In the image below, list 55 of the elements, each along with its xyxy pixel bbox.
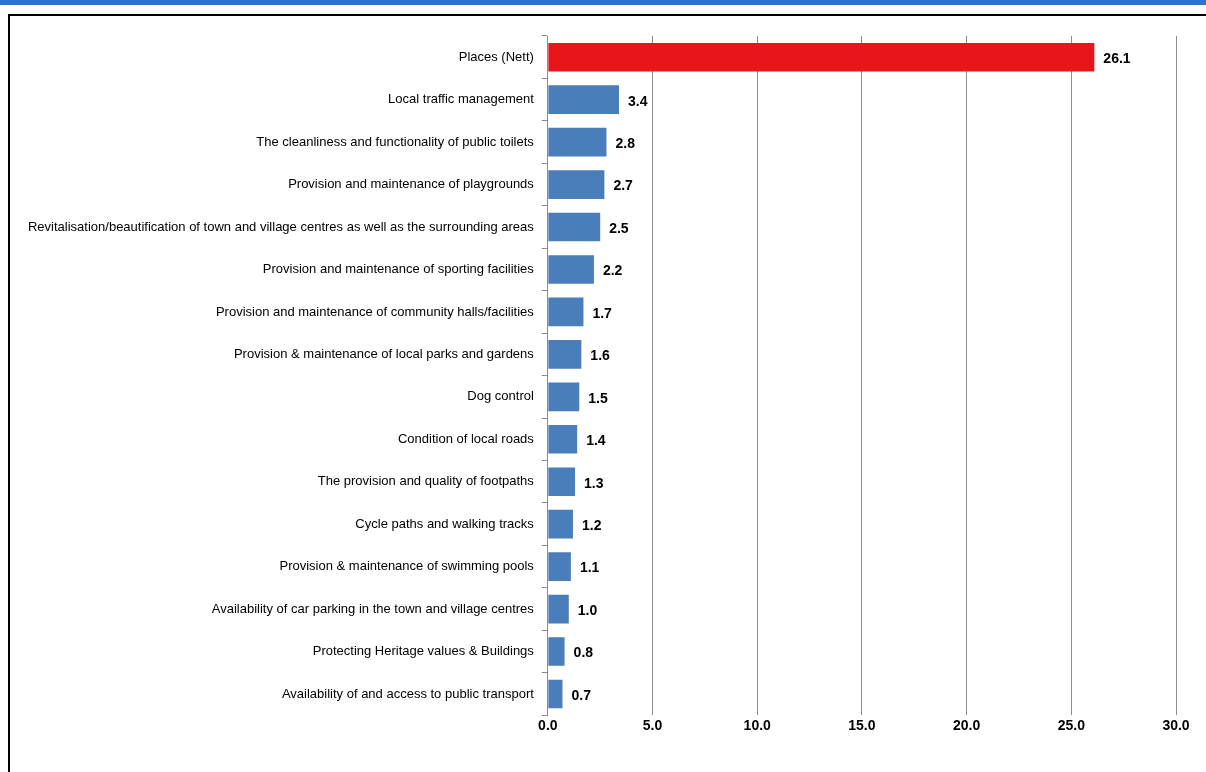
bar <box>548 170 605 199</box>
y-tick-label: Provision and maintenance of community halls/facilities <box>215 303 535 319</box>
x-tick-label: 5.0 <box>642 717 663 734</box>
x-tick-label: 0.0 <box>538 717 558 734</box>
data-label: 2.8 <box>615 134 636 151</box>
bar <box>548 42 1095 72</box>
x-tick-label: 25.0 <box>1057 717 1086 734</box>
bar <box>548 85 620 114</box>
y-tick-label: Dog control <box>467 388 534 404</box>
y-tick-label: Cycle paths and walking tracks <box>355 515 535 531</box>
data-label: 1.7 <box>592 304 613 321</box>
data-label: 1.4 <box>586 432 606 449</box>
y-tick-label: Places (Nett) <box>458 48 534 64</box>
data-label: 1.6 <box>590 347 611 364</box>
data-label: 2.2 <box>602 262 623 279</box>
x-tick-label: 30.0 <box>1162 717 1190 734</box>
data-label: 0.8 <box>573 644 594 661</box>
bar <box>548 637 565 666</box>
bar <box>548 127 607 157</box>
bar <box>548 509 573 539</box>
bar <box>548 552 571 581</box>
x-tick-label: 10.0 <box>743 717 772 734</box>
bar <box>548 424 578 454</box>
bar <box>548 297 584 327</box>
data-label: 1.2 <box>581 517 602 534</box>
bar <box>548 382 580 412</box>
data-label: 1.1 <box>579 559 600 576</box>
y-tick-label: Provision & maintenance of swimming pools <box>279 558 535 574</box>
data-label: 1.3 <box>584 474 604 491</box>
bar <box>548 255 594 284</box>
y-tick-label: Protecting Heritage values & Buildings <box>312 643 535 659</box>
data-label: 1.5 <box>588 389 608 406</box>
y-tick-label: Provision & maintenance of local parks and gardens <box>233 345 535 361</box>
y-tick-label: Availability of and access to public transport <box>281 685 535 701</box>
data-label: 1.0 <box>577 601 598 618</box>
data-label: 2.7 <box>613 177 634 194</box>
y-tick-label: The provision and quality of footpaths <box>317 473 535 489</box>
y-tick-label: The cleanliness and functionality of public toilets <box>256 133 535 149</box>
y-tick-label: Availability of car parking in the town and village centres <box>211 600 535 616</box>
x-tick-label: 15.0 <box>848 717 876 734</box>
y-tick-label: Condition of local roads <box>397 430 535 446</box>
y-tick-label: Revitalisation/beautification of town and village centres as well as the surrounding areas <box>27 218 535 234</box>
bar <box>548 679 563 709</box>
y-tick-label: Provision and maintenance of playgrounds <box>288 176 535 192</box>
bar <box>548 212 601 242</box>
bar <box>548 340 582 369</box>
y-tick-label: Local traffic management <box>388 91 535 107</box>
y-tick-label: Provision and maintenance of sporting facilities <box>262 261 535 277</box>
data-label: 2.5 <box>609 219 629 236</box>
data-label: 0.7 <box>571 686 592 703</box>
data-label: 3.4 <box>628 92 648 109</box>
bar <box>548 594 569 624</box>
data-label: 26.1 <box>1103 50 1131 67</box>
bar <box>548 467 576 497</box>
x-tick-label: 20.0 <box>952 717 981 734</box>
